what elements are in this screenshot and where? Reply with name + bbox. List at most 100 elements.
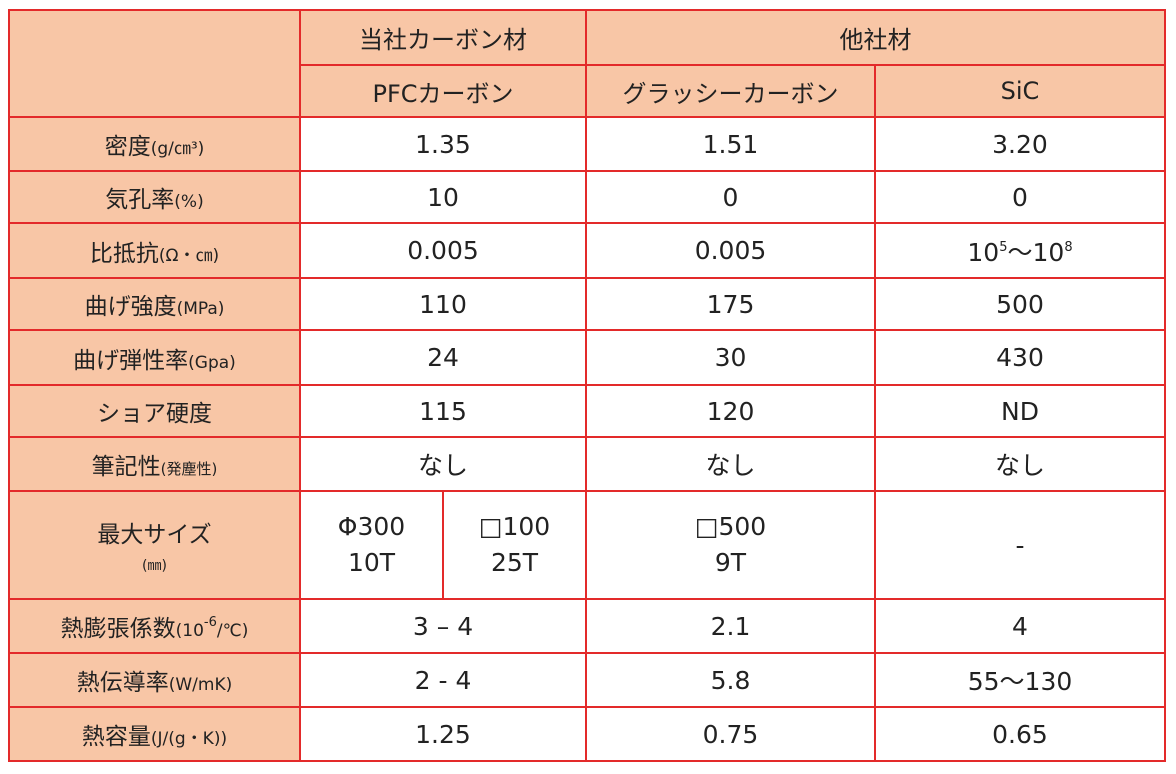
label-text: 曲げ弾性率 — [73, 347, 189, 374]
table-row-thermal-conductivity: 熱伝導率(W/mK) 2 - 4 5.8 55〜130 — [8, 652, 1166, 708]
col-header-sic: SiC — [874, 64, 1166, 118]
cell-glassy: 120 — [585, 384, 876, 438]
unit-text: (㎜) — [142, 558, 167, 574]
sic-separator: 〜 — [1007, 237, 1033, 267]
cell-pfc: 1.35 — [299, 116, 587, 172]
cell-sic: 3.20 — [874, 116, 1166, 172]
row-label-thermal-expansion: 熱膨張係数(10-6/℃) — [8, 598, 301, 654]
cell-pfc: 0.005 — [299, 222, 587, 279]
cell-sic: 105〜108 — [874, 222, 1166, 279]
group-own-header: 当社カーボン材 — [299, 9, 587, 66]
unit-exp: -6 — [203, 615, 217, 630]
row-label-thermal-conductivity: 熱伝導率(W/mK) — [8, 652, 301, 708]
cell-glassy: 1.51 — [585, 116, 876, 172]
label-text: 密度 — [104, 134, 151, 160]
cell-glassy: 0.75 — [585, 706, 876, 762]
line-1: □500 — [694, 512, 767, 541]
cell-sic: 0.65 — [874, 706, 1166, 762]
label-text: 気孔率 — [105, 187, 175, 213]
cell-sic: 500 — [874, 277, 1166, 331]
cell-glassy: □500 9T — [585, 490, 876, 600]
cell-glassy: なし — [585, 436, 876, 492]
material-comparison-table: 当社カーボン材 他社材 PFCカーボン グラッシーカーボン SiC 密度(g/㎝… — [8, 9, 1166, 762]
table-row-shore-hardness: ショア硬度 115 120 ND — [8, 384, 1166, 438]
label-text: 熱膨張係数 — [60, 616, 176, 642]
table-row-max-size: 最大サイズ (㎜) Φ300 10T □100 25T □500 9T - — [8, 490, 1166, 600]
header-row-groups: 当社カーボン材 他社材 — [8, 9, 1166, 118]
sic-base-1: 10 — [967, 237, 1000, 267]
cell-sic: 4 — [874, 598, 1166, 654]
unit-text: (Ω・㎝) — [158, 245, 220, 266]
cell-glassy: 5.8 — [585, 652, 876, 708]
line-2: 25T — [490, 548, 539, 577]
row-label-heat-capacity: 熱容量(J/(g・K)) — [8, 706, 301, 762]
table-row-porosity: 気孔率(%) 10 0 0 — [8, 170, 1166, 224]
unit-text: (発塵性) — [160, 460, 218, 478]
row-label-shore-hardness: ショア硬度 — [8, 384, 301, 438]
label-text: 曲げ強度 — [84, 294, 177, 320]
label-text: 熱容量 — [81, 724, 151, 750]
unit-post: /℃) — [216, 621, 249, 641]
row-label-porosity: 気孔率(%) — [8, 170, 301, 224]
sic-base-2: 10 — [1032, 237, 1065, 267]
cell-sic: 55〜130 — [874, 652, 1166, 708]
line-1: □100 — [478, 512, 551, 541]
table-row-thermal-expansion: 熱膨張係数(10-6/℃) 3 – 4 2.1 4 — [8, 598, 1166, 654]
group-other-header: 他社材 — [585, 9, 1166, 66]
cell-pfc: なし — [299, 436, 587, 492]
row-label-density: 密度(g/㎝³) — [8, 116, 301, 172]
table-row-resistivity: 比抵抗(Ω・㎝) 0.005 0.005 105〜108 — [8, 222, 1166, 279]
line-2: 9T — [714, 548, 747, 577]
unit-text: (Gpa) — [188, 352, 236, 373]
cell-sic: - — [874, 490, 1166, 600]
cell-pfc: 1.25 — [299, 706, 587, 762]
label-text: 比抵抗 — [89, 240, 159, 267]
unit-text: (W/mK) — [168, 675, 233, 695]
unit-pre: (10 — [175, 621, 204, 641]
header-row-columns: PFCカーボン グラッシーカーボン SiC — [9, 64, 1166, 118]
label-text: ショア硬度 — [97, 401, 212, 427]
cell-pfc: 3 – 4 — [299, 598, 587, 654]
cell-glassy: 30 — [585, 329, 876, 386]
row-label-writing: 筆記性(発塵性) — [8, 436, 301, 492]
cell-glassy: 175 — [585, 277, 876, 331]
unit-text: (%) — [174, 192, 204, 212]
cell-pfc-b: □100 25T — [442, 490, 587, 600]
line-1: Φ300 — [337, 512, 406, 541]
cell-glassy: 2.1 — [585, 598, 876, 654]
cell-pfc: 110 — [299, 277, 587, 331]
unit-text: (MPa) — [176, 299, 225, 319]
label-text: 筆記性 — [91, 454, 161, 480]
col-header-pfc: PFCカーボン — [299, 64, 587, 118]
sic-exp-1: 5 — [999, 239, 1008, 255]
corner-cell — [8, 9, 301, 118]
cell-sic: なし — [874, 436, 1166, 492]
table-row-density: 密度(g/㎝³) 1.35 1.51 3.20 — [8, 116, 1166, 172]
label-text: 最大サイズ — [97, 522, 212, 548]
cell-pfc: 24 — [299, 329, 587, 386]
sic-exp-2: 8 — [1064, 239, 1073, 255]
unit-text: (g/㎝³) — [150, 139, 205, 159]
cell-pfc-a: Φ300 10T — [299, 490, 444, 600]
row-label-bending-modulus: 曲げ弾性率(Gpa) — [8, 329, 301, 386]
table-row-bending-strength: 曲げ強度(MPa) 110 175 500 — [8, 277, 1166, 331]
table-row-bending-modulus: 曲げ弾性率(Gpa) 24 30 430 — [8, 329, 1166, 386]
comparison-table-wrapper: 当社カーボン材 他社材 PFCカーボン グラッシーカーボン SiC 密度(g/㎝… — [8, 9, 1166, 762]
row-label-bending-strength: 曲げ強度(MPa) — [8, 277, 301, 331]
cell-sic: 430 — [874, 329, 1166, 386]
cell-pfc: 2 - 4 — [299, 652, 587, 708]
table-row-heat-capacity: 熱容量(J/(g・K)) 1.25 0.75 0.65 — [8, 706, 1166, 762]
row-label-max-size: 最大サイズ (㎜) — [8, 490, 301, 600]
cell-sic: 0 — [874, 170, 1166, 224]
cell-glassy: 0.005 — [585, 222, 876, 279]
cell-pfc: 115 — [299, 384, 587, 438]
label-text: 熱伝導率 — [76, 670, 169, 696]
col-header-glassy: グラッシーカーボン — [585, 64, 876, 118]
cell-glassy: 0 — [585, 170, 876, 224]
line-2: 10T — [347, 548, 396, 577]
row-label-resistivity: 比抵抗(Ω・㎝) — [8, 222, 301, 279]
cell-pfc: 10 — [299, 170, 587, 224]
table-row-writing: 筆記性(発塵性) なし なし なし — [8, 436, 1166, 492]
unit-text: (J/(g・K)) — [150, 729, 228, 749]
cell-sic: ND — [874, 384, 1166, 438]
